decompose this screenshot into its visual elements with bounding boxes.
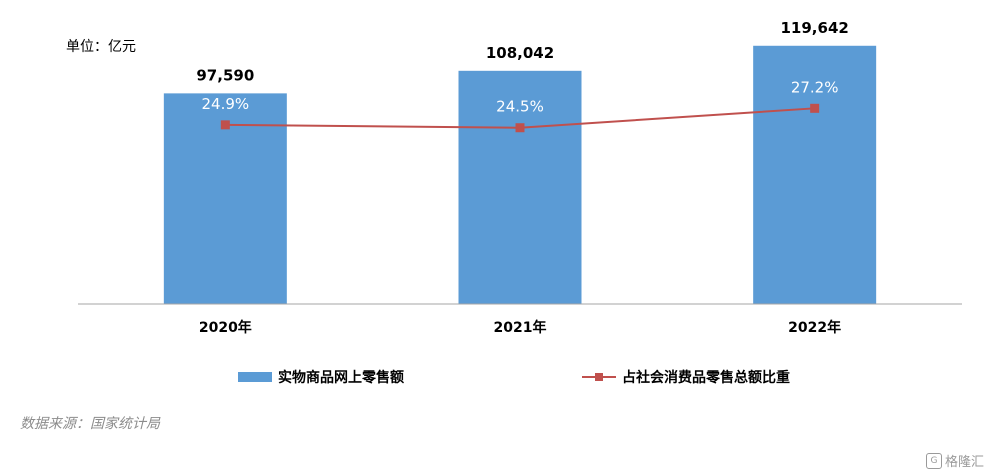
line-value-label: 24.9% (202, 95, 250, 113)
source-note: 数据来源：国家统计局 (20, 416, 160, 432)
legend-item-line: 占社会消费品零售总额比重 (582, 366, 790, 388)
line-value-label: 27.2% (791, 78, 839, 96)
x-tick-label: 2020年 (199, 319, 252, 336)
line-marker (515, 123, 525, 133)
logo-icon: G (925, 452, 942, 469)
legend: 实物商品网上零售额 占社会消费品零售总额比重 (0, 366, 990, 388)
legend-label-line: 占社会消费品零售总额比重 (622, 370, 790, 386)
bar-value-label: 119,642 (781, 19, 849, 37)
legend-swatch-bar (238, 372, 272, 382)
bar (753, 45, 877, 305)
line-marker (810, 103, 820, 113)
legend-label-bar: 实物商品网上零售额 (278, 370, 404, 386)
x-tick-label: 2021年 (494, 319, 547, 336)
line-value-label: 24.5% (496, 98, 544, 116)
watermark-text: 格隆汇 (944, 455, 984, 470)
x-tick-label: 2022年 (788, 319, 841, 336)
bar-value-label: 108,042 (486, 44, 554, 62)
bar (458, 70, 582, 304)
line-marker (220, 120, 230, 130)
watermark: G 格隆汇 (925, 451, 984, 470)
bar-value-label: 97,590 (196, 66, 254, 84)
legend-item-bar: 实物商品网上零售额 (238, 366, 404, 388)
legend-swatch-line (582, 372, 616, 382)
chart-canvas: 97,590 2020年 108,042 2021年 119,642 2022年 24.9%… (78, 19, 962, 336)
unit-label: 单位：亿元 (66, 39, 136, 55)
